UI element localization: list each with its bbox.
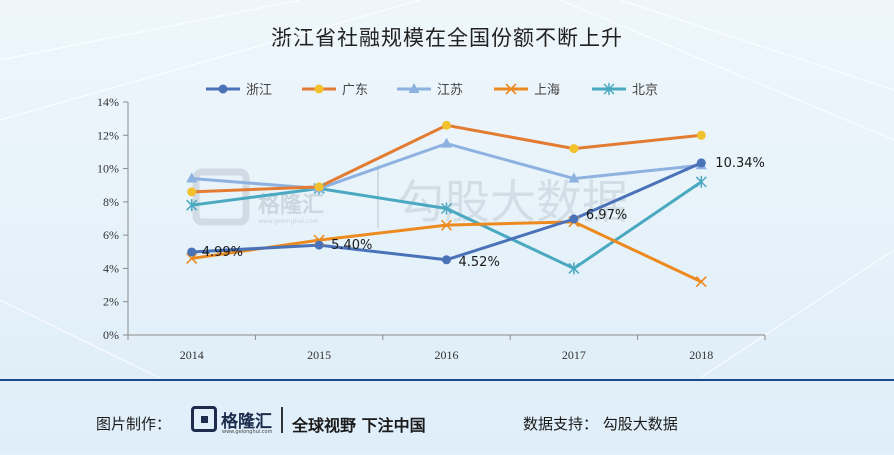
y-tick-label: 2% (103, 295, 119, 309)
x-tick-label: 2018 (689, 348, 713, 362)
y-tick-label: 4% (103, 261, 119, 275)
marker-circle (314, 240, 324, 250)
legend-label: 浙江 (246, 83, 272, 98)
footer-divider (281, 407, 283, 433)
y-tick-label: 10% (97, 162, 119, 176)
marker-triangle (186, 172, 198, 183)
decor-line (619, 0, 894, 91)
marker-star (695, 175, 707, 188)
chart-legend: 浙江 广东 江苏 上海 北京 (206, 82, 658, 98)
decor-line (0, 299, 161, 378)
background-decoration (0, 0, 894, 378)
data-label: 4.52% (459, 255, 500, 270)
marker-circle (314, 84, 324, 94)
chart-title: 浙江省社融规模在全国份额不断上升 (271, 26, 623, 50)
marker-circle (187, 187, 197, 197)
footer-slogan: 全球视野 下注中国 (292, 416, 426, 435)
marker-triangle (441, 137, 452, 148)
decor-line (0, 0, 421, 121)
gelonghui-logo-icon (191, 406, 217, 432)
x-tick-label: 2016 (435, 348, 459, 362)
footer-logo-text: 格隆汇 (221, 412, 272, 432)
data-label: 6.97% (586, 208, 627, 223)
data-label: 5.40% (331, 238, 372, 253)
series-line (191, 220, 702, 284)
legend-label: 江苏 (437, 82, 463, 98)
data-label: 4.99% (202, 245, 243, 260)
marker-star (603, 83, 615, 95)
marker-circle (696, 158, 706, 168)
marker-circle (569, 214, 579, 224)
marker-star (568, 262, 580, 275)
watermark-text: 勾股大数据 (398, 175, 628, 229)
marker-x (695, 276, 707, 288)
marker-circle (442, 255, 451, 265)
marker-triangle (408, 83, 420, 93)
chart-axes: 0% 2% 4% 6% 8% 10% 12% 14% 2014 2015 2016 2017 2018 (97, 95, 766, 362)
series-markers (186, 120, 707, 288)
marker-star (186, 199, 198, 212)
marker-circle (187, 247, 197, 257)
marker-circle (218, 84, 228, 94)
watermark-url: www.gelonghui.com (258, 218, 319, 225)
legend-label: 上海 (534, 83, 560, 98)
marker-circle (569, 144, 579, 154)
marker-circle (314, 182, 324, 192)
marker-triangle (568, 172, 580, 183)
marker-circle (696, 130, 706, 140)
marker-circle (442, 120, 451, 130)
x-tick-label: 2017 (562, 348, 586, 362)
x-tick-label: 2015 (307, 348, 331, 362)
legend-label: 北京 (632, 83, 658, 98)
x-tick-label: 2014 (180, 348, 204, 362)
decor-line (0, 0, 301, 61)
y-tick-label: 8% (103, 195, 119, 209)
data-label: 10.34% (715, 156, 765, 171)
data-labels: 4.99% 5.40% 4.52% 6.97% 10.34% (202, 156, 765, 270)
decor-line (699, 249, 894, 378)
y-tick-label: 14% (97, 95, 119, 109)
y-tick-label: 6% (103, 228, 119, 242)
marker-x (440, 219, 453, 231)
footer-logo-url: www.gelonghui.com (222, 429, 273, 435)
decor-line (559, 0, 894, 141)
y-tick-label: 12% (97, 128, 119, 142)
y-tick-label: 0% (103, 328, 119, 342)
marker-star (440, 202, 453, 215)
legend-label: 广东 (342, 83, 368, 98)
marker-x (186, 252, 198, 265)
footer-bar: 图片制作： 格隆汇 www.gelonghui.com 全球视野 下注中国 数据… (0, 379, 894, 455)
marker-x (505, 83, 517, 95)
footer-credit-label: 图片制作： (96, 415, 172, 433)
footer-data-source: 数据支持： 勾股大数据 (523, 415, 678, 433)
